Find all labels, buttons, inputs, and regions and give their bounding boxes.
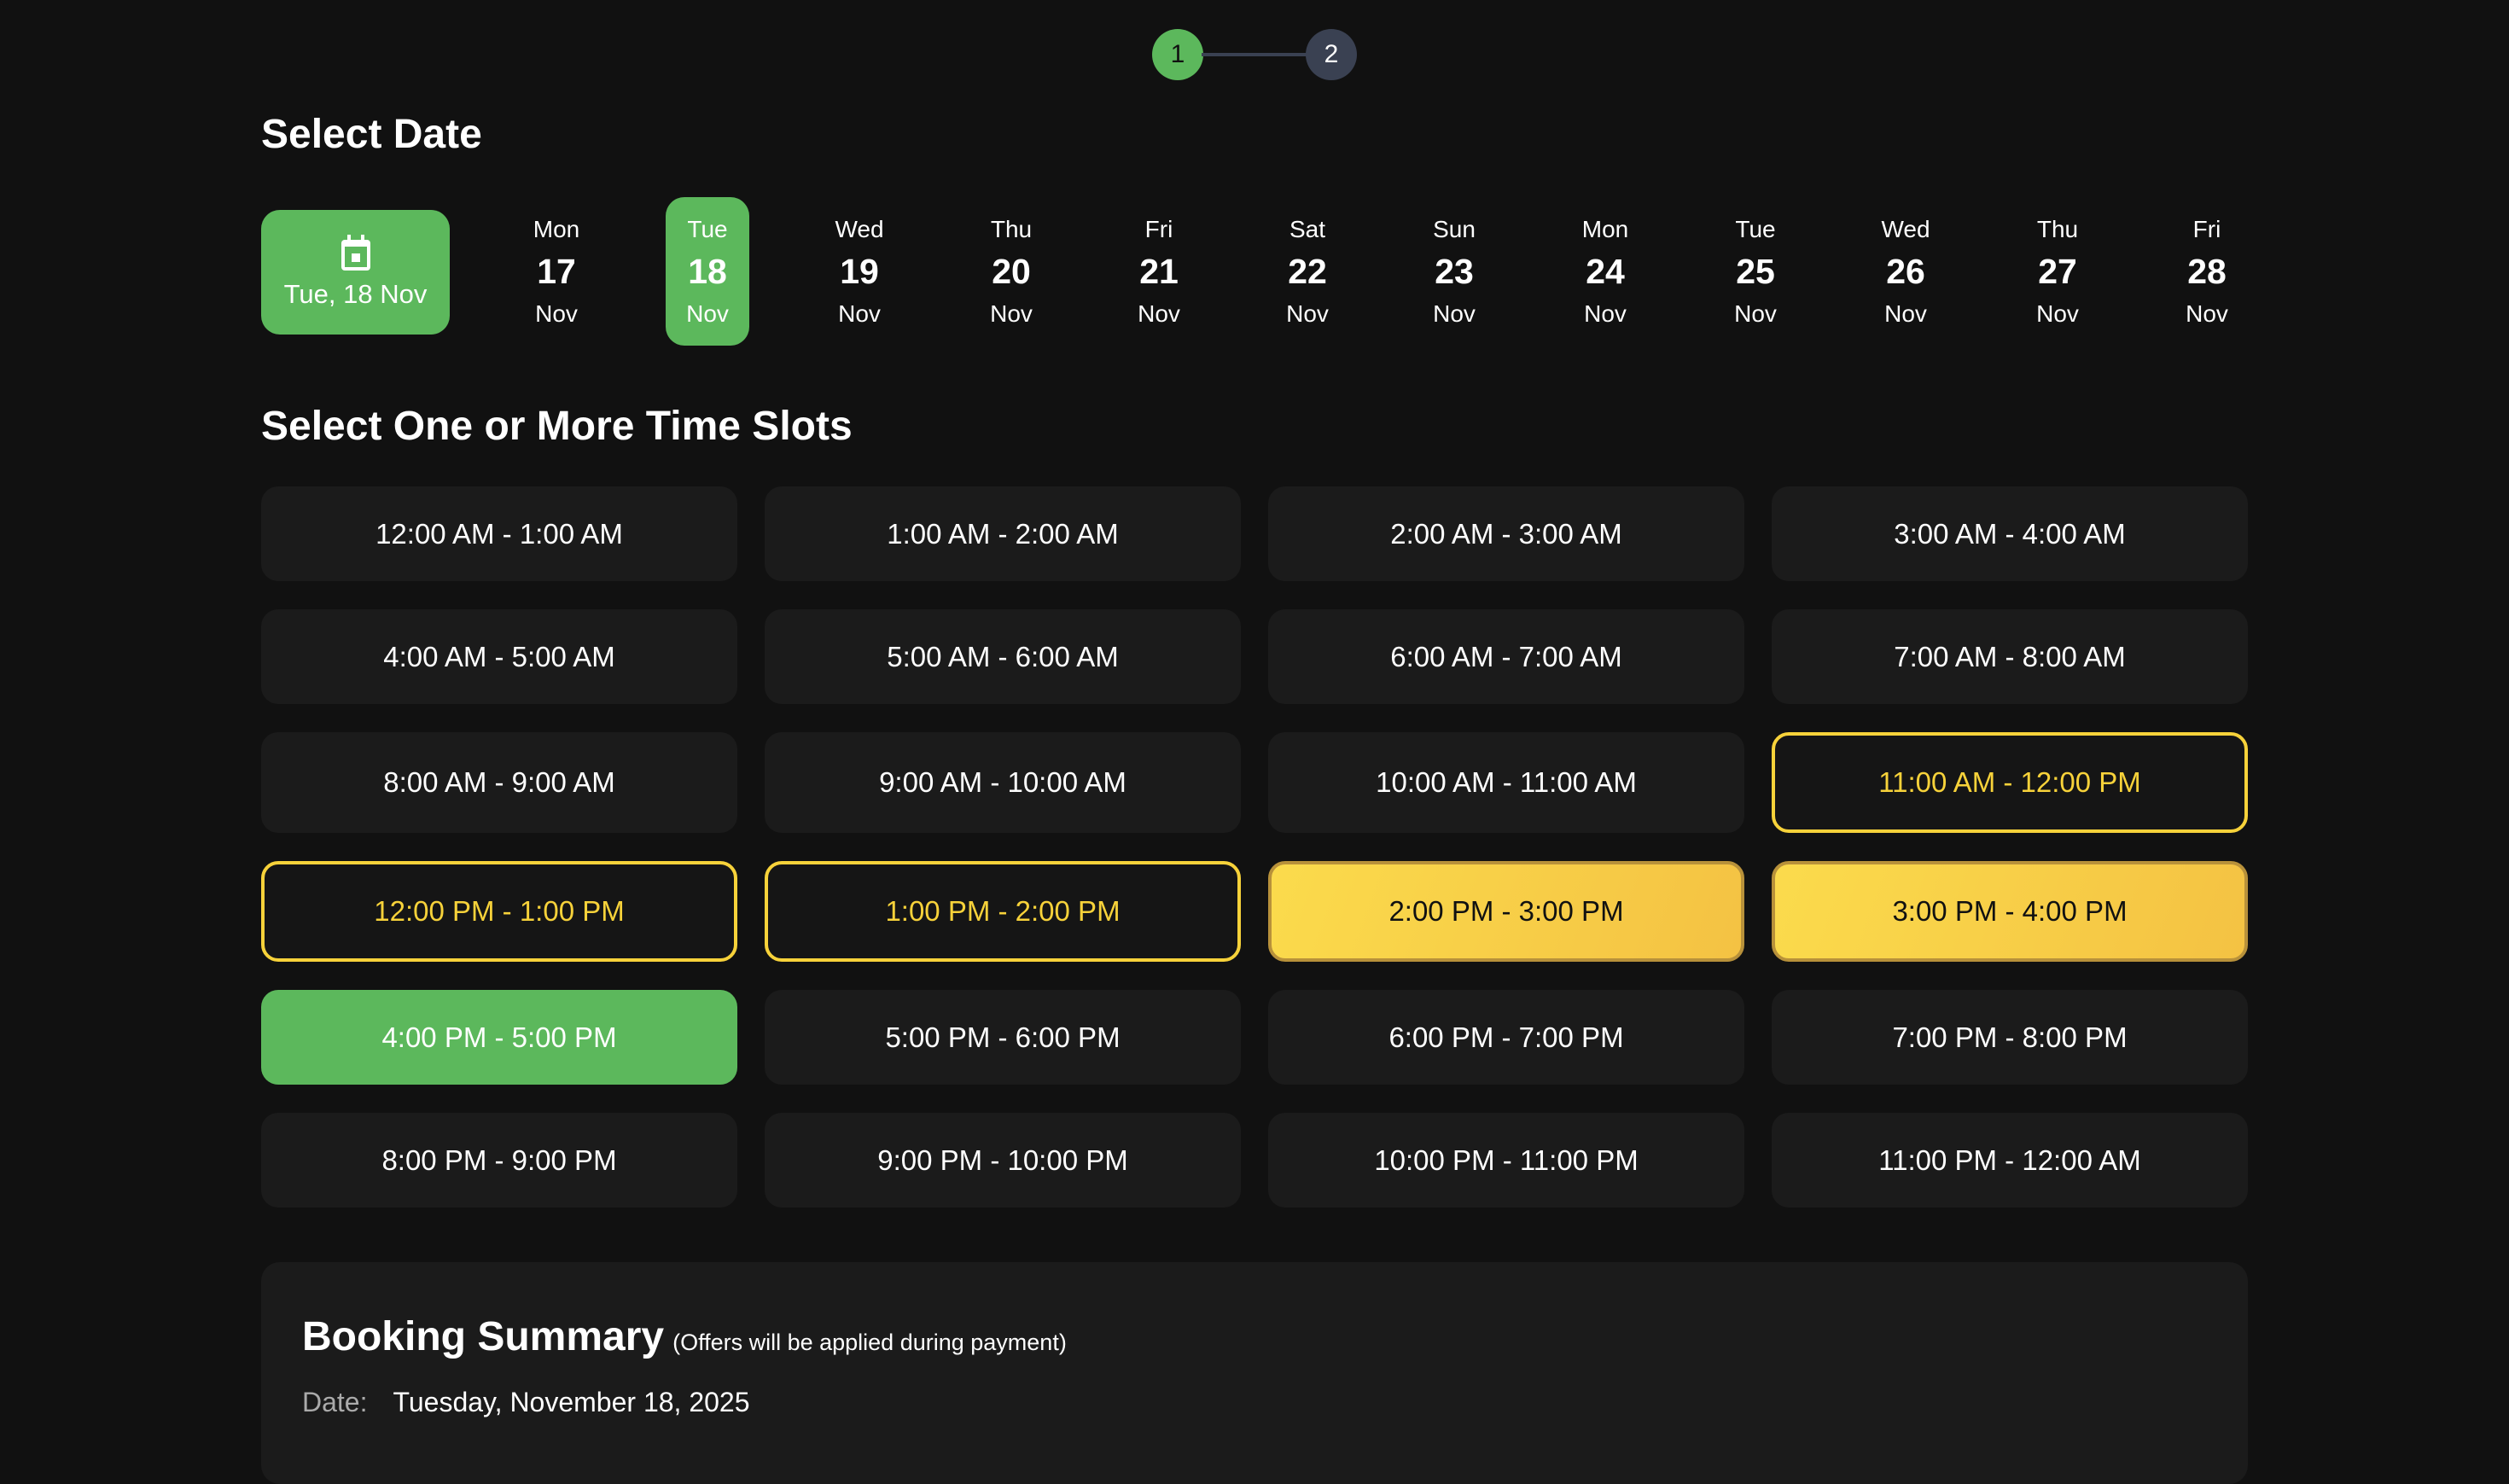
step-2[interactable]: 2 [1306,29,1357,80]
date-month: Nov [535,300,578,327]
stepper: 1 2 [1152,29,1357,80]
date-number: 24 [1586,251,1625,291]
date-month: Nov [1584,300,1627,327]
time-slot-button[interactable]: 5:00 PM - 6:00 PM [765,990,1241,1085]
date-weekday: Sun [1433,215,1476,242]
date-option-28[interactable]: Fri 28 Nov [2165,197,2249,346]
date-month: Nov [1884,300,1927,327]
time-slot-button[interactable]: 2:00 AM - 3:00 AM [1268,486,1744,581]
time-slot-button[interactable]: 3:00 AM - 4:00 AM [1772,486,2248,581]
time-slot-button[interactable]: 8:00 AM - 9:00 AM [261,732,737,833]
date-weekday: Mon [1581,215,1629,242]
date-option-18[interactable]: Tue 18 Nov [666,197,749,346]
date-month: Nov [990,300,1033,327]
today-date-label: Tue, 18 Nov [283,279,428,309]
time-slot-row: 8:00 AM - 9:00 AM 9:00 AM - 10:00 AM 10:00… [261,732,2248,833]
time-slot-button[interactable]: 5:00 AM - 6:00 AM [765,609,1241,704]
date-number: 17 [537,251,576,291]
date-weekday: Thu [2036,215,2079,242]
date-number: 21 [1139,251,1179,291]
date-option-24[interactable]: Mon 24 Nov [1563,197,1647,346]
date-number: 19 [840,251,879,291]
time-slot-row: 8:00 PM - 9:00 PM 9:00 PM - 10:00 PM 10:00… [261,1113,2248,1208]
time-slot-button[interactable]: 8:00 PM - 9:00 PM [261,1113,737,1208]
date-option-17[interactable]: Mon 17 Nov [515,197,598,346]
time-slot-button[interactable]: 10:00 PM - 11:00 PM [1268,1113,1744,1208]
time-slot-button[interactable]: 9:00 PM - 10:00 PM [765,1113,1241,1208]
time-slot-button[interactable]: 10:00 AM - 11:00 AM [1268,732,1744,833]
date-weekday: Mon [533,215,580,242]
time-slot-row: 4:00 PM - 5:00 PM 5:00 PM - 6:00 PM 6:00 P… [261,990,2248,1085]
date-month: Nov [1433,300,1476,327]
date-option-21[interactable]: Fri 21 Nov [1117,197,1201,346]
date-month: Nov [1286,300,1329,327]
date-option-20[interactable]: Thu 20 Nov [969,197,1053,346]
date-number: 28 [2187,251,2227,291]
date-weekday: Wed [835,215,884,242]
date-option-25[interactable]: Tue 25 Nov [1714,197,1797,346]
date-month: Nov [2186,300,2228,327]
calendar-icon [341,235,370,271]
date-weekday: Wed [1881,215,1930,242]
date-option-22[interactable]: Sat 22 Nov [1266,197,1349,346]
time-slot-button[interactable]: 1:00 AM - 2:00 AM [765,486,1241,581]
date-weekday: Tue [687,215,728,242]
step-connector [1202,53,1307,56]
time-slot-button[interactable]: 6:00 AM - 7:00 AM [1268,609,1744,704]
date-number: 20 [992,251,1031,291]
today-date-button[interactable]: Tue, 18 Nov [261,210,450,335]
time-slots-heading: Select One or More Time Slots [261,404,853,449]
date-month: Nov [1734,300,1777,327]
date-option-27[interactable]: Thu 27 Nov [2016,197,2099,346]
time-slot-row: 12:00 PM - 1:00 PM 1:00 PM - 2:00 PM 2:00 … [261,861,2248,962]
time-slot-row: 12:00 AM - 1:00 AM 1:00 AM - 2:00 AM 2:00 … [261,486,2248,581]
date-number: 25 [1736,251,1775,291]
time-slot-button[interactable]: 12:00 PM - 1:00 PM [261,861,737,962]
date-month: Nov [838,300,881,327]
time-slot-button[interactable]: 11:00 AM - 12:00 PM [1772,732,2248,833]
time-slot-button[interactable]: 4:00 PM - 5:00 PM [261,990,737,1085]
time-slot-grid: 12:00 AM - 1:00 AM 1:00 AM - 2:00 AM 2:00 … [261,486,2248,1236]
date-strip: Mon 17 Nov Tue 18 Nov Wed 19 Nov Thu 20 Nov Fri 21 Nov… [0,197,2509,346]
booking-summary-panel: Booking Summary (Offers will be applied d… [261,1262,2248,1484]
date-month: Nov [2036,300,2079,327]
date-weekday: Fri [1144,215,1173,242]
time-slot-button[interactable]: 4:00 AM - 5:00 AM [261,609,737,704]
time-slot-button[interactable]: 1:00 PM - 2:00 PM [765,861,1241,962]
booking-summary-title: Booking Summary [302,1314,665,1359]
time-slot-row: 4:00 AM - 5:00 AM 5:00 AM - 6:00 AM 6:00 A… [261,609,2248,704]
date-month: Nov [686,300,729,327]
time-slot-button[interactable]: 7:00 PM - 8:00 PM [1772,990,2248,1085]
select-date-heading: Select Date [261,112,482,157]
time-slot-button[interactable]: 12:00 AM - 1:00 AM [261,486,737,581]
offers-note: (Offers will be applied during payment) [672,1330,1067,1355]
date-weekday: Tue [1735,215,1776,242]
time-slot-button[interactable]: 7:00 AM - 8:00 AM [1772,609,2248,704]
date-weekday: Sat [1289,215,1326,242]
time-slot-button[interactable]: 2:00 PM - 3:00 PM [1268,861,1744,962]
date-number: 18 [688,251,727,291]
time-slot-button[interactable]: 11:00 PM - 12:00 AM [1772,1113,2248,1208]
date-option-19[interactable]: Wed 19 Nov [818,197,901,346]
date-number: 27 [2038,251,2077,291]
date-option-26[interactable]: Wed 26 Nov [1864,197,1947,346]
date-weekday: Thu [990,215,1033,242]
date-number: 22 [1288,251,1327,291]
date-number: 23 [1435,251,1474,291]
time-slot-button[interactable]: 3:00 PM - 4:00 PM [1772,861,2248,962]
date-option-23[interactable]: Sun 23 Nov [1412,197,1496,346]
date-number: 26 [1886,251,1925,291]
summary-date-value: Tuesday, November 18, 2025 [393,1387,750,1417]
time-slot-button[interactable]: 6:00 PM - 7:00 PM [1268,990,1744,1085]
time-slot-button[interactable]: 9:00 AM - 10:00 AM [765,732,1241,833]
summary-date-label: Date: [302,1387,368,1417]
date-month: Nov [1138,300,1180,327]
date-weekday: Fri [2192,215,2221,242]
step-1[interactable]: 1 [1152,29,1203,80]
